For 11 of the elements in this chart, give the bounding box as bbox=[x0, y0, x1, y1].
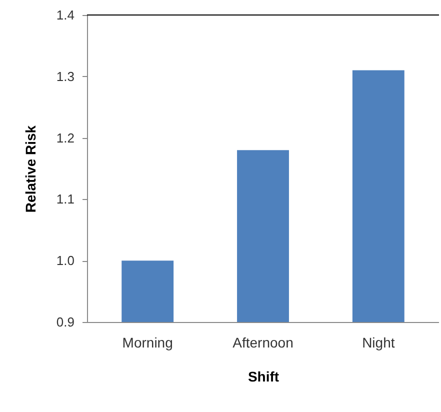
y-tick-label: 1.3 bbox=[56, 68, 74, 84]
y-tick-label: 1.0 bbox=[56, 253, 74, 268]
x-tick-label: Night bbox=[362, 334, 395, 350]
y-tick-label: 1.1 bbox=[56, 192, 74, 207]
x-axis-title: Shift bbox=[248, 368, 280, 384]
y-axis-title: Relative Risk bbox=[22, 125, 38, 213]
y-tick-label: 1.2 bbox=[56, 130, 74, 146]
x-tick-label: Afternoon bbox=[232, 334, 294, 350]
y-tick-label: 1.4 bbox=[56, 8, 74, 22]
x-tick-label: Morning bbox=[122, 334, 173, 350]
y-tick-label: 0.9 bbox=[56, 314, 74, 330]
